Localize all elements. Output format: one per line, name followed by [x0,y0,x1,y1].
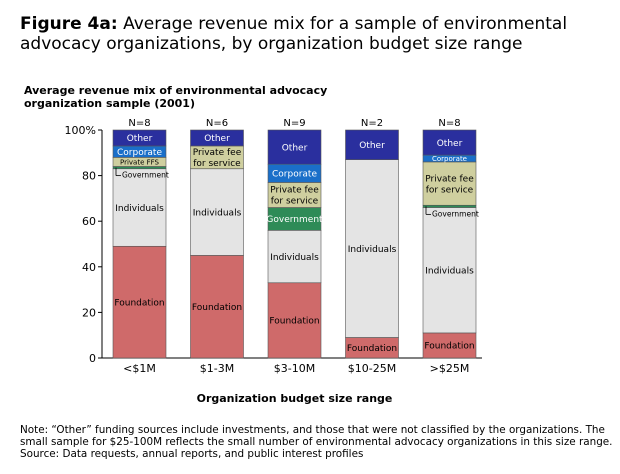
segment-label: Corporate [432,155,467,163]
segment-label: Foundation [347,344,397,354]
figure-title-text: Average revenue mix for a sample of envi… [20,14,568,54]
n-label: N=8 [128,118,150,129]
x-axis-title: Organization budget size range [197,392,393,405]
segment-label: Corporate [272,170,317,180]
y-tick-label: 100% [65,124,96,137]
segment-label: Foundation [192,303,242,313]
note-line-1: Note: “Other” funding sources include in… [20,424,605,436]
segment-label: Other [437,139,463,149]
segment-label: Other [204,134,230,144]
bar-segment [190,129,244,147]
y-tick-label: 0 [89,352,96,365]
segment-label: Individuals [270,253,319,263]
bar-segment [112,129,167,147]
x-tick-label: $10-25M [348,362,396,375]
figure-title: Figure 4a: Average revenue mix for a sam… [20,14,610,54]
n-label: N=8 [438,118,460,129]
segment-label: Other [127,134,153,144]
y-tick-label: 20 [82,306,96,319]
bar-segment [422,332,477,359]
segment-label: Government [266,215,323,225]
y-tick-label: 80 [82,170,96,183]
chart-title: Average revenue mix of environmental adv… [24,84,328,110]
segment-label: for service [426,185,474,195]
bar-segment [267,282,322,359]
x-tick-label: $1-3M [200,362,234,375]
bar-segment [422,204,477,208]
bar-segment [422,129,477,156]
x-tick-label: $3-10M [274,362,315,375]
bar-segment [112,166,167,170]
bar-segment [190,168,244,256]
n-label: N=2 [361,118,383,129]
segment-label: Private fee [425,174,474,184]
segment-label: Foundation [114,298,164,308]
x-tick-label: >$25M [430,362,470,375]
footnote: Note: “Other” funding sources include in… [20,424,613,460]
segment-label: Government [122,171,169,180]
note-line-3: Source: Data requests, annual reports, a… [20,448,364,460]
bar-segment [422,207,477,334]
bar-segment [345,159,399,338]
figure-label: Figure 4a: [20,14,118,34]
n-label: N=9 [283,118,305,129]
segment-label: Government [432,209,479,218]
bar-segment [267,129,322,165]
segment-label: for service [271,197,319,207]
n-label: N=6 [206,118,228,129]
bar-segment [112,245,167,359]
y-tick-label: 60 [82,215,96,228]
segment-label: Foundation [424,342,474,352]
segment-label: Individuals [425,266,474,276]
segment-label: Individuals [115,204,164,214]
bar-segment [345,129,399,160]
segment-label: Individuals [193,208,242,218]
segment-label: Private FFS [120,158,160,166]
segment-label: Private fee [193,148,242,158]
segment-label: Individuals [348,245,397,255]
segment-label: Private fee [270,186,319,196]
segment-label: Other [359,141,385,151]
segment-label: Other [282,143,308,153]
bar-segment [190,255,244,359]
y-tick-label: 40 [82,261,96,274]
note-line-2: small sample for $25-100M reflects the s… [20,436,613,448]
bar-segment [422,161,477,206]
segment-label: for service [193,159,241,169]
segment-label: Foundation [269,317,319,327]
x-tick-label: <$1M [123,362,156,375]
bar-segment [267,182,322,208]
segment-label: Corporate [117,148,162,158]
